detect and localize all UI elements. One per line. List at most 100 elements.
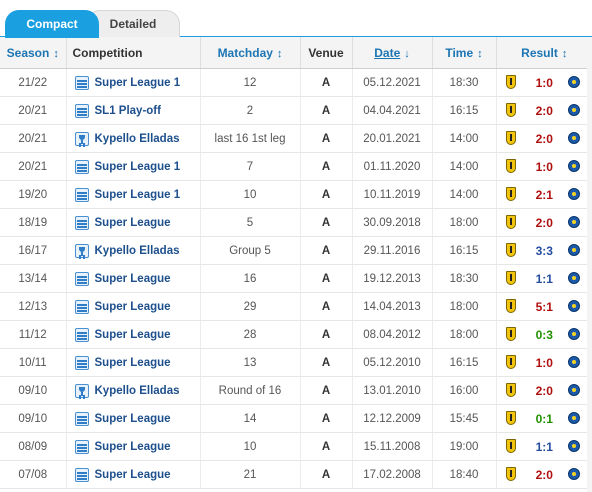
result-link[interactable]: 1:0 — [535, 75, 553, 90]
away-team-crest-icon[interactable] — [568, 160, 580, 172]
away-team-crest-icon[interactable] — [568, 328, 580, 340]
competition-link[interactable]: Kypello Elladas — [94, 384, 180, 397]
home-team-crest-icon[interactable] — [505, 467, 516, 481]
competition-link[interactable]: Super League — [94, 300, 171, 313]
season-cell: 09/10 — [0, 404, 67, 433]
league-icon — [74, 467, 89, 482]
venue-cell: A — [300, 180, 353, 209]
competition-cell[interactable]: Super League — [66, 432, 201, 461]
away-team-crest-icon[interactable] — [568, 440, 580, 452]
away-team-crest-icon[interactable] — [568, 104, 580, 116]
result-link[interactable]: 1:1 — [535, 439, 553, 454]
tab-detailed[interactable]: Detailed — [86, 10, 180, 37]
competition-link[interactable]: Super League — [94, 272, 171, 285]
competition-cell[interactable]: Super League — [66, 404, 201, 433]
competition-cell[interactable]: Super League — [66, 264, 201, 293]
result-link[interactable]: 2:0 — [535, 103, 553, 118]
home-team-crest-icon[interactable] — [505, 215, 516, 229]
competition-cell[interactable]: Super League — [66, 208, 201, 237]
home-team-crest-icon[interactable] — [505, 75, 516, 89]
home-team-crest-icon[interactable] — [505, 355, 516, 369]
column-header-matchday[interactable]: Matchday ↕ — [200, 37, 301, 69]
venue-cell: A — [300, 124, 353, 153]
home-team-crest-icon[interactable] — [505, 383, 516, 397]
season-cell: 19/20 — [0, 180, 67, 209]
result-link[interactable]: 0:3 — [535, 327, 553, 342]
home-team-crest-icon[interactable] — [505, 439, 516, 453]
result-link[interactable]: 1:1 — [535, 271, 553, 286]
scrollbar-track[interactable] — [587, 37, 592, 492]
home-team-crest-icon[interactable] — [505, 159, 516, 173]
home-team-crest-icon[interactable] — [505, 187, 516, 201]
competition-link[interactable]: Super League — [94, 216, 171, 229]
home-team-crest-icon[interactable] — [505, 131, 516, 145]
competition-link[interactable]: Kypello Elladas — [94, 132, 180, 145]
result-link[interactable]: 2:0 — [535, 467, 553, 482]
competition-cell[interactable]: Super League — [66, 292, 201, 321]
competition-link[interactable]: Super League 1 — [94, 160, 181, 173]
competition-link[interactable]: Kypello Elladas — [94, 244, 180, 257]
home-team-crest-icon[interactable] — [505, 327, 516, 341]
away-team-crest-icon[interactable] — [568, 216, 580, 228]
competition-cell[interactable]: Super League 1 — [66, 152, 201, 181]
result-link[interactable]: 0:1 — [535, 411, 553, 426]
away-team-crest-icon[interactable] — [568, 132, 580, 144]
venue-cell: A — [300, 152, 353, 181]
league-icon — [74, 187, 89, 202]
table-row: 09/10 Kypello Elladas Round of 16 A 13.01.20… — [0, 376, 592, 405]
time-cell: 18:40 — [432, 460, 497, 489]
away-team-crest-icon[interactable] — [568, 412, 580, 424]
home-team-crest-icon[interactable] — [505, 103, 516, 117]
result-link[interactable]: 1:0 — [535, 159, 553, 174]
home-team-crest-icon[interactable] — [505, 271, 516, 285]
result-link[interactable]: 2:0 — [535, 383, 553, 398]
away-team-crest-icon[interactable] — [568, 300, 580, 312]
away-team-crest-icon[interactable] — [568, 244, 580, 256]
competition-link[interactable]: SL1 Play-off — [94, 104, 161, 117]
home-team-crest-icon[interactable] — [505, 299, 516, 313]
competition-cell[interactable]: Super League 1 — [66, 180, 201, 209]
date-cell: 04.04.2021 — [352, 96, 433, 125]
time-cell: 15:45 — [432, 404, 497, 433]
table-row: 18/19 Super League 5 A 30.09.2018 18:00 2:0 — [0, 208, 592, 237]
column-header-date[interactable]: Date ↓ — [352, 37, 433, 69]
away-team-crest-icon[interactable] — [568, 272, 580, 284]
column-header-result[interactable]: Result ↕ — [496, 37, 592, 69]
competition-link[interactable]: Super League — [94, 356, 171, 369]
competition-link[interactable]: Super League — [94, 468, 171, 481]
home-team-crest-icon[interactable] — [505, 243, 516, 257]
competition-link[interactable]: Super League 1 — [94, 76, 181, 89]
competition-cell[interactable]: Super League — [66, 460, 201, 489]
result-link[interactable]: 5:1 — [535, 299, 553, 314]
tab-compact[interactable]: Compact — [5, 10, 99, 38]
table-row: 19/20 Super League 1 10 A 10.11.2019 14:00 2:1 — [0, 180, 592, 209]
competition-cell[interactable]: Super League — [66, 348, 201, 377]
column-header-time[interactable]: Time ↕ — [432, 37, 497, 69]
date-cell: 05.12.2010 — [352, 348, 433, 377]
competition-cell[interactable]: Kypello Elladas — [66, 376, 201, 405]
competition-link[interactable]: Super League 1 — [94, 188, 181, 201]
result-link[interactable]: 2:0 — [535, 215, 553, 230]
competition-cell[interactable]: Super League — [66, 320, 201, 349]
competition-link[interactable]: Super League — [94, 440, 171, 453]
season-cell: 18/19 — [0, 208, 67, 237]
away-team-crest-icon[interactable] — [568, 188, 580, 200]
competition-cell[interactable]: Kypello Elladas — [66, 236, 201, 265]
result-link[interactable]: 2:0 — [535, 131, 553, 146]
competition-cell[interactable]: Kypello Elladas — [66, 124, 201, 153]
league-icon — [74, 215, 89, 230]
competition-cell[interactable]: SL1 Play-off — [66, 96, 201, 125]
table-row: 07/08 Super League 21 A 17.02.2008 18:40 2:0 — [0, 460, 592, 489]
result-link[interactable]: 2:1 — [535, 187, 553, 202]
competition-cell[interactable]: Super League 1 — [66, 68, 201, 97]
away-team-crest-icon[interactable] — [568, 384, 580, 396]
home-team-crest-icon[interactable] — [505, 411, 516, 425]
away-team-crest-icon[interactable] — [568, 76, 580, 88]
column-header-season[interactable]: Season ↕ — [0, 37, 67, 69]
competition-link[interactable]: Super League — [94, 328, 171, 341]
result-link[interactable]: 3:3 — [535, 243, 553, 258]
away-team-crest-icon[interactable] — [568, 468, 580, 480]
result-link[interactable]: 1:0 — [535, 355, 553, 370]
competition-link[interactable]: Super League — [94, 412, 171, 425]
away-team-crest-icon[interactable] — [568, 356, 580, 368]
